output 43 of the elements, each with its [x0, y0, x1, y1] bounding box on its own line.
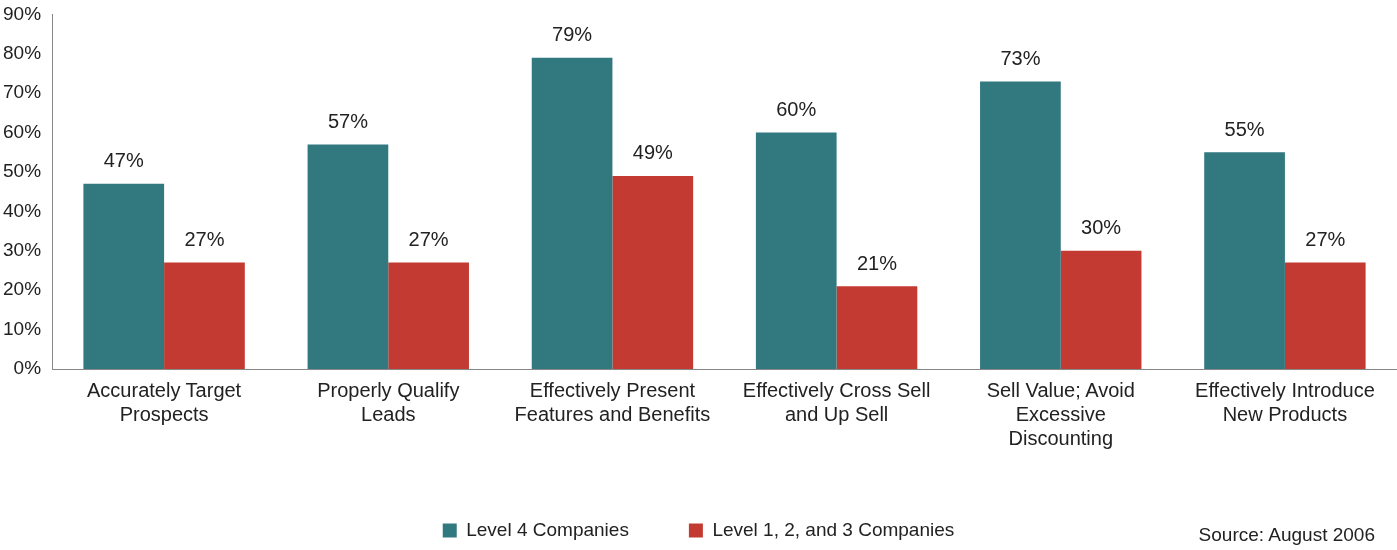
bar: [836, 286, 918, 369]
y-tick-label: 30%: [3, 239, 42, 261]
y-tick-label: 0%: [13, 357, 42, 379]
data-label: 27%: [408, 228, 449, 251]
data-label: 30%: [1081, 216, 1122, 239]
data-label: 49%: [632, 141, 674, 164]
legend-label: Level 1, 2, and 3 Companies: [712, 518, 955, 540]
data-label: 55%: [1224, 117, 1265, 140]
legend-label: Level 4 Companies: [466, 518, 629, 540]
bar: [612, 175, 694, 369]
y-tick-label: 50%: [3, 160, 42, 182]
source-note: Source: August 2006: [1198, 524, 1375, 546]
bar: [164, 262, 245, 369]
bar: [755, 132, 837, 369]
bar: [1060, 250, 1142, 369]
bar: [1284, 262, 1366, 369]
y-tick-label: 40%: [3, 199, 42, 221]
y-tick-label: 90%: [3, 2, 42, 24]
data-label: 57%: [327, 109, 369, 132]
data-label: 60%: [776, 98, 817, 121]
y-tick-label: 10%: [3, 317, 42, 339]
x-tick-label: Sell Value; Avoid Excessive Discounting: [986, 378, 1135, 449]
y-tick-label: 70%: [3, 81, 42, 103]
x-tick-label: Effectively Cross Sell and Up Sell: [742, 378, 931, 425]
y-tick-label: 20%: [3, 278, 42, 300]
bar: [980, 81, 1061, 369]
data-label: 27%: [1305, 228, 1346, 251]
bar: [307, 144, 389, 369]
y-tick-label: 60%: [3, 120, 42, 142]
data-label: 27%: [184, 228, 225, 251]
x-tick-label: Properly Qualify Leads: [317, 378, 460, 425]
data-label: 79%: [552, 23, 593, 46]
data-label: 21%: [856, 251, 898, 274]
bar: [83, 183, 165, 369]
data-label: 47%: [103, 149, 144, 172]
x-tick-label: Effectively Present Features and Benefits: [514, 378, 711, 425]
data-label: 73%: [1000, 46, 1041, 69]
x-tick-label: Effectively Introduce New Products: [1195, 378, 1375, 425]
bar: [388, 262, 469, 369]
y-tick-label: 80%: [3, 42, 42, 64]
bar: [531, 57, 613, 369]
x-tick-label: Accurately Target Prospects: [87, 378, 242, 425]
bar: [1204, 152, 1285, 369]
